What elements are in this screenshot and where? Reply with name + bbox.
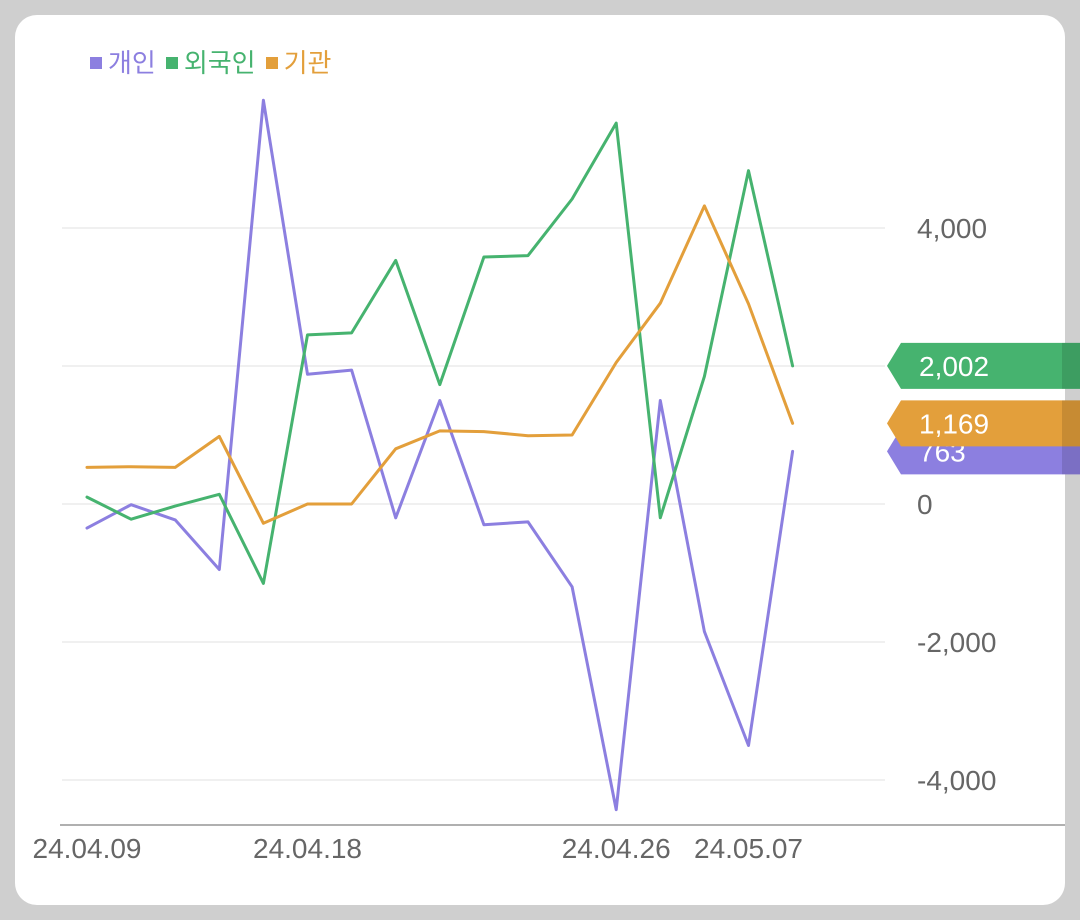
end-value-tag (887, 342, 1080, 389)
series-point (262, 582, 265, 585)
series-point (350, 368, 353, 372)
legend-item-foreign[interactable]: 외국인 (165, 45, 256, 81)
x-tick-label: 24.04.09 (33, 833, 142, 864)
series-point (615, 808, 618, 811)
series-point (526, 520, 530, 524)
y-tick-label: 4,000 (917, 213, 987, 244)
series-point (218, 435, 221, 438)
series-point (174, 518, 177, 522)
series-point (350, 331, 353, 335)
series-point (218, 493, 221, 496)
series-point (615, 121, 618, 125)
legend-label-individual: 개인 (108, 48, 156, 78)
series-point (85, 466, 89, 469)
series-point (659, 302, 662, 305)
legend-swatch-institution (265, 57, 278, 69)
legend-swatch-foreign (165, 57, 178, 69)
series-point (174, 466, 177, 469)
end-value-tag-edge (1062, 400, 1080, 447)
series-point (703, 630, 706, 633)
series-point (659, 399, 662, 402)
series-point (85, 495, 89, 499)
series-point (747, 302, 750, 306)
series-point (350, 502, 353, 506)
series-point (659, 516, 662, 519)
series-point (791, 422, 794, 425)
series-point (526, 254, 530, 257)
series-point (570, 197, 574, 201)
series-point (570, 585, 574, 588)
y-tick-label: -4,000 (917, 765, 996, 796)
series-point (438, 399, 441, 402)
x-tick-label: 24.05.07 (694, 833, 803, 864)
legend-swatch-individual (90, 57, 102, 69)
chart-legend: 개인 외국인 기관 (90, 45, 331, 81)
series-point (129, 517, 133, 521)
series-point (791, 364, 794, 368)
x-tick-label: 24.04.18 (253, 833, 362, 864)
series-line-1 (85, 121, 795, 585)
y-tick-label: -2,000 (917, 627, 996, 658)
series-point (482, 523, 486, 526)
end-value-tag-edge (1062, 342, 1080, 389)
series-line-2 (85, 204, 795, 525)
legend-item-individual[interactable]: 개인 (90, 45, 156, 81)
series-point (747, 744, 750, 747)
series-point (306, 502, 309, 506)
series-point (438, 383, 441, 386)
end-value-label: 1,169 (919, 408, 989, 439)
series-point (85, 526, 89, 530)
x-tick-label: 24.04.26 (562, 833, 671, 864)
series-point (394, 447, 397, 450)
series-point (394, 516, 397, 519)
series-point (438, 429, 441, 433)
series-point (306, 373, 309, 376)
series-point (482, 255, 486, 259)
legend-label-foreign: 외국인 (183, 48, 256, 78)
series-point (747, 169, 750, 172)
series-point (262, 522, 265, 525)
series-point (703, 375, 706, 378)
series-point (615, 361, 618, 364)
series-point (703, 204, 706, 208)
series-point (129, 465, 133, 468)
series-point (218, 568, 221, 571)
series-point (262, 99, 265, 102)
series-point (482, 430, 486, 433)
legend-label-institution: 기관 (283, 48, 332, 78)
series-point (394, 259, 397, 262)
series-point (570, 433, 574, 437)
series-point (174, 504, 177, 508)
end-value-tag (887, 400, 1080, 447)
series-point (791, 450, 794, 453)
chart-card: 개인 외국인 기관 (15, 15, 1065, 905)
series-point (129, 503, 133, 506)
series-point (526, 434, 530, 437)
series-point (306, 333, 309, 337)
legend-item-institution[interactable]: 기관 (265, 45, 332, 81)
y-tick-label: 0 (917, 489, 933, 520)
end-value-label: 2,002 (919, 351, 989, 382)
